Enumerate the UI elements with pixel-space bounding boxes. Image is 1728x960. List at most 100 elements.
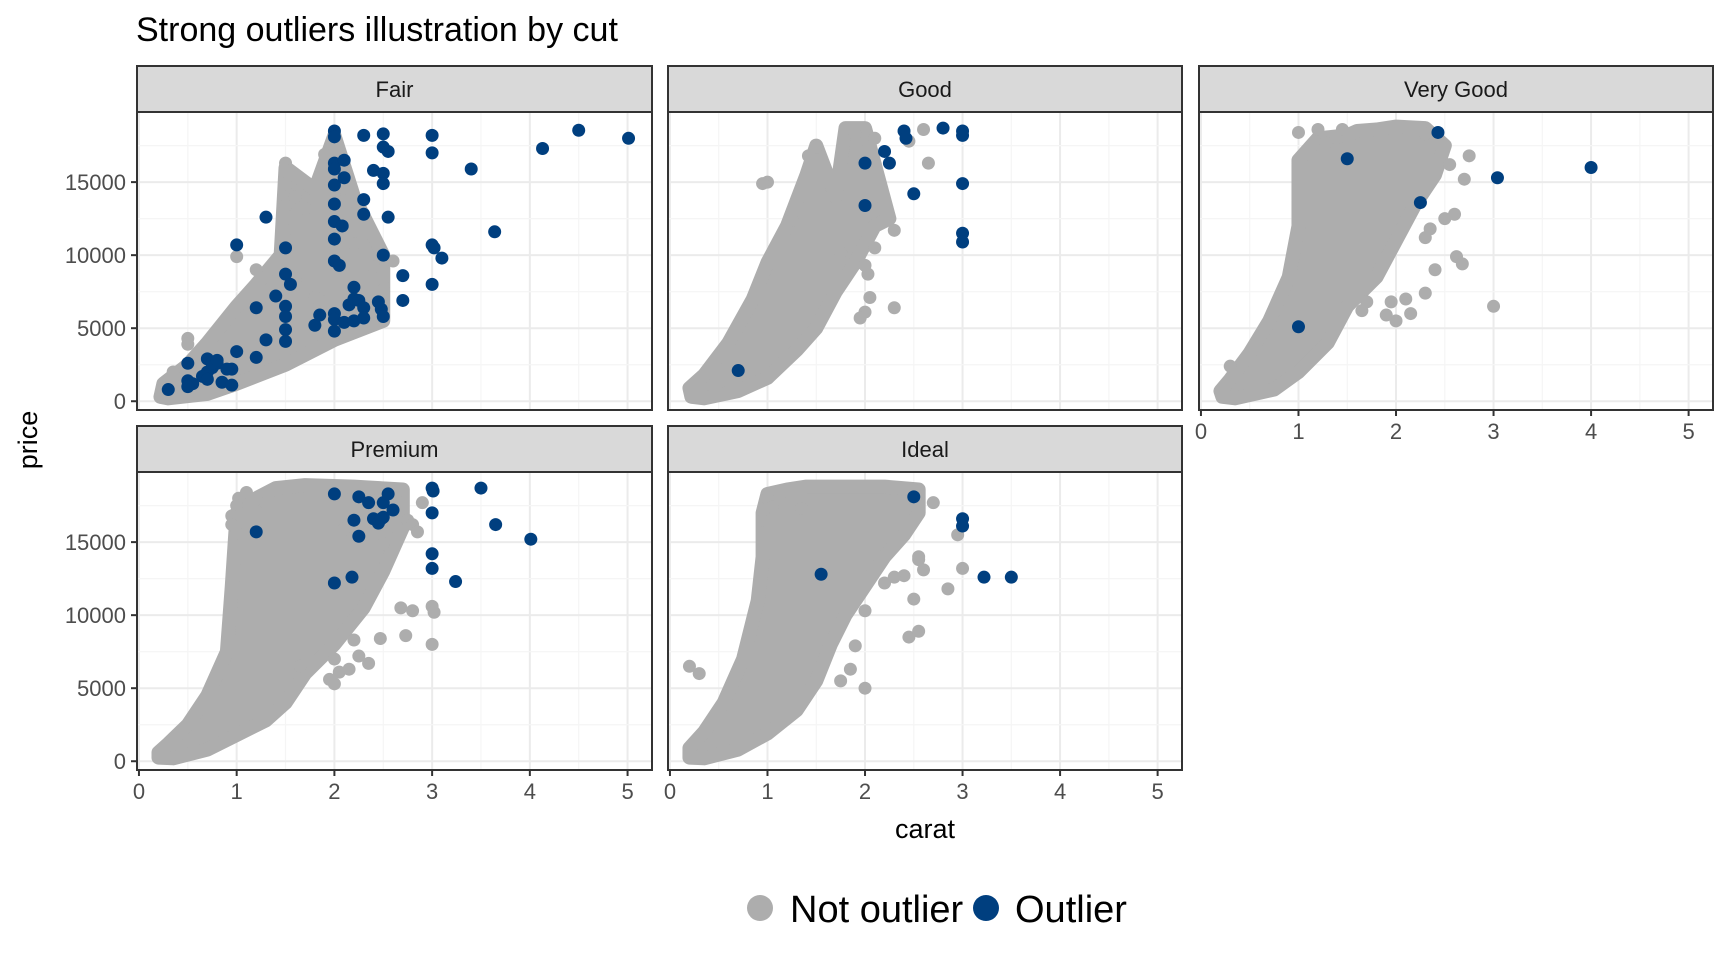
- outlier-point: [1431, 125, 1445, 139]
- x-tick-label: 5: [621, 779, 633, 804]
- not-outlier-point: [1418, 127, 1432, 141]
- not-outlier-point: [366, 260, 380, 274]
- outlier-point: [332, 258, 346, 272]
- outlier-point: [858, 156, 872, 170]
- outlier-point: [899, 131, 913, 145]
- outlier-point: [425, 146, 439, 160]
- outlier-point: [327, 130, 341, 144]
- outlier-point: [572, 123, 586, 137]
- facet-panel-fair: Fair 0 5000 10000 15000: [65, 65, 653, 414]
- not-outlier-point: [756, 513, 770, 527]
- y-axis-title: price: [13, 411, 43, 470]
- x-tick-label: 4: [524, 779, 536, 804]
- outlier-point: [225, 378, 239, 392]
- outlier-point: [335, 219, 349, 233]
- not-outlier-point: [1487, 299, 1501, 313]
- not-outlier-point: [293, 659, 307, 673]
- outlier-point: [345, 570, 359, 584]
- outlier-point: [524, 532, 538, 546]
- not-outlier-point: [1448, 207, 1462, 221]
- not-outlier-point: [249, 263, 263, 277]
- x-tick-label: 0: [133, 779, 145, 804]
- outlier-point: [426, 484, 440, 498]
- not-outlier-point: [1311, 123, 1325, 137]
- outlier-point: [327, 576, 341, 590]
- not-outlier-point: [1457, 172, 1471, 186]
- x-tick-label: 1: [1292, 419, 1304, 444]
- not-outlier-point: [337, 194, 351, 208]
- not-outlier-point: [785, 213, 799, 227]
- not-outlier-point: [1355, 304, 1369, 318]
- not-outlier-point: [327, 652, 341, 666]
- outlier-point: [366, 163, 380, 177]
- outlier-point: [449, 575, 463, 589]
- not-outlier-point: [917, 123, 931, 137]
- outlier-point: [376, 310, 390, 324]
- outlier-point: [977, 570, 991, 584]
- not-outlier-point: [394, 601, 408, 615]
- not-outlier-point: [376, 283, 390, 297]
- not-outlier-point: [921, 156, 935, 170]
- not-outlier-point: [887, 223, 901, 237]
- outlier-point: [622, 131, 636, 145]
- outlier-point: [956, 519, 970, 533]
- legend: Not outlier Outlier: [747, 889, 1127, 931]
- x-axis: 0 1 2 3 4 5: [1195, 410, 1695, 444]
- not-outlier-point: [230, 250, 244, 264]
- outlier-point: [230, 238, 244, 252]
- not-outlier-point: [279, 177, 293, 191]
- outlier-point: [210, 353, 224, 367]
- not-outlier-point: [1335, 123, 1349, 137]
- facet-panel-premium: Premium 0 5000 10000 15000 0 1 2 3 4 5: [65, 425, 653, 804]
- outlier-point: [279, 241, 293, 255]
- not-outlier-point: [410, 525, 424, 539]
- not-outlier-point: [907, 592, 921, 606]
- not-outlier-point: [1379, 308, 1393, 322]
- data-points: [151, 478, 538, 766]
- outlier-point: [327, 324, 341, 338]
- not-outlier-point: [1438, 212, 1452, 226]
- outlier-point: [956, 128, 970, 142]
- y-tick-label: 15000: [65, 170, 126, 195]
- outlier-point: [337, 171, 351, 185]
- not-outlier-point: [861, 267, 875, 281]
- x-tick-label: 1: [761, 779, 773, 804]
- not-outlier-point: [956, 561, 970, 575]
- not-outlier-point: [1399, 292, 1413, 306]
- not-outlier-point: [425, 637, 439, 651]
- not-outlier-point: [347, 633, 361, 647]
- outlier-point: [386, 503, 400, 517]
- x-tick-label: 3: [426, 779, 438, 804]
- not-outlier-point: [917, 563, 931, 577]
- x-tick-label: 2: [859, 779, 871, 804]
- outlier-point: [907, 490, 921, 504]
- x-tick-label: 5: [1682, 419, 1694, 444]
- x-tick-label: 1: [231, 779, 243, 804]
- data-points: [1213, 119, 1598, 406]
- y-tick-label: 5000: [77, 316, 126, 341]
- not-outlier-point: [259, 496, 273, 510]
- not-outlier-point: [809, 140, 823, 154]
- outlier-point: [878, 144, 892, 158]
- outlier-point: [814, 567, 828, 581]
- y-tick-label: 0: [114, 389, 126, 414]
- outlier-point: [337, 315, 351, 329]
- not-outlier-point: [912, 624, 926, 638]
- outlier-point: [279, 323, 293, 337]
- not-outlier-point: [342, 662, 356, 676]
- outlier-point: [376, 177, 390, 191]
- facet-strip-label: Fair: [376, 77, 414, 102]
- facet-strip-label: Good: [898, 77, 952, 102]
- outlier-point: [308, 318, 322, 332]
- not-outlier-point: [399, 629, 413, 643]
- y-tick-label: 0: [114, 749, 126, 774]
- outlier-point: [1340, 152, 1354, 166]
- not-outlier-point: [682, 659, 696, 673]
- outlier-point: [376, 166, 390, 180]
- facet-strip-label: Very Good: [1404, 77, 1508, 102]
- facet-panel-good: Good: [667, 65, 1183, 411]
- not-outlier-point: [279, 223, 293, 237]
- not-outlier-point: [878, 576, 892, 590]
- not-outlier-point: [858, 604, 872, 618]
